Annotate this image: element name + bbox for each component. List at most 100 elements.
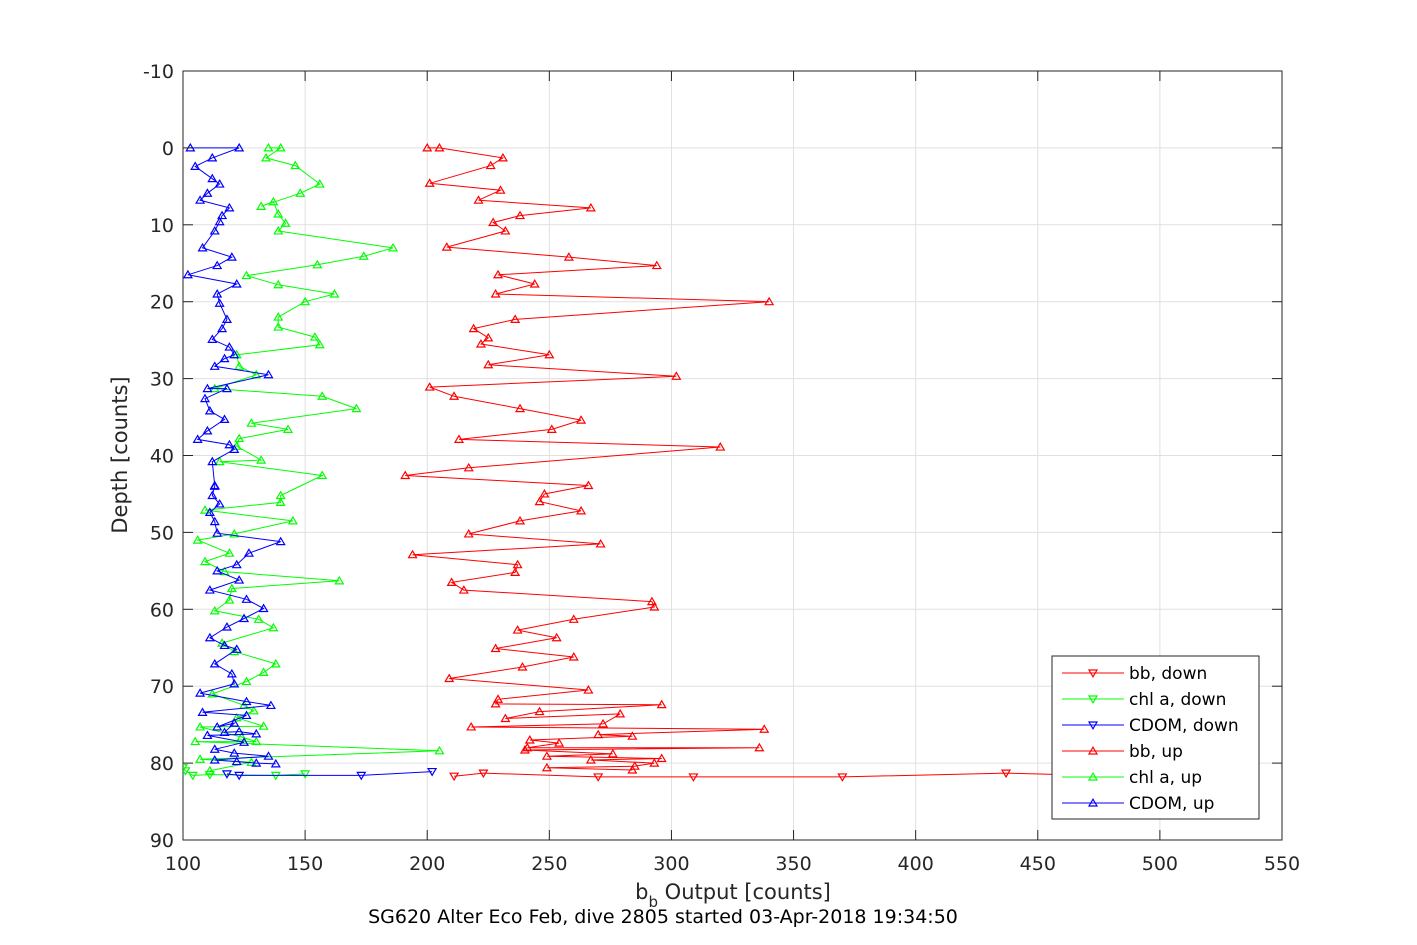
data-point [229,444,240,453]
data-point [209,361,220,370]
data-point [212,289,223,298]
series-layer [183,142,1097,782]
data-point [312,259,323,269]
y-tick-label: -10 [143,61,174,83]
data-point [212,528,223,537]
data-point [488,217,499,227]
legend-entry: chl a, up [1062,768,1202,788]
data-point [183,269,193,279]
x-tick-label: 400 [898,853,934,875]
data-point [478,769,489,779]
data-point [275,536,286,546]
data-point [207,490,218,500]
data-point [593,773,604,782]
data-point [754,742,765,752]
series-line [454,772,1092,778]
data-point [583,480,594,490]
series-line [187,147,281,765]
data-point [270,758,281,768]
data-point [514,210,526,220]
x-tick-label: 350 [775,853,811,875]
data-point [195,721,206,731]
data-point [258,603,269,613]
data-point [514,403,526,413]
data-point [764,296,775,306]
x-tick-label: 300 [653,853,689,875]
legend-entry: chl a, down [1062,690,1226,710]
data-point [837,773,848,782]
data-point [243,548,254,557]
data-point [593,729,604,739]
data-point [463,462,474,472]
data-point [273,312,284,321]
data-point [490,698,501,708]
data-point [524,735,535,744]
data-point [219,640,230,650]
data-point [287,515,298,525]
data-point [239,613,250,623]
x-tick-label: 150 [287,853,323,875]
data-point [202,383,213,393]
series-line [183,767,306,776]
data-point [280,218,291,227]
x-tick-label: 500 [1142,853,1178,875]
data-point [209,744,220,753]
data-point [598,718,609,728]
data-point [273,225,284,235]
data-point [231,712,242,722]
data-point [273,279,284,289]
legend-label: chl a, down [1129,690,1226,710]
data-point [270,658,281,668]
y-tick-label: 80 [150,753,174,775]
data-point [214,216,225,226]
data-point [427,767,438,777]
data-point [248,705,259,715]
data-point [195,195,206,204]
data-point [519,745,530,754]
data-point [444,673,455,683]
x-tick-label: 200 [409,853,445,875]
data-point [568,651,579,661]
data-point [207,152,218,162]
data-point [231,644,242,653]
data-point [234,771,245,781]
data-point [627,765,638,774]
data-point [224,439,235,449]
data-point [258,667,269,676]
data-point [295,188,306,197]
data-point [607,748,618,758]
data-point [546,424,557,433]
data-point [715,442,726,451]
data-point [229,646,240,656]
data-point [212,565,223,575]
legend-entry: CDOM, down [1062,716,1239,736]
data-point [226,583,237,593]
data-point [202,425,213,435]
data-point [229,718,240,727]
data-point [485,160,496,170]
data-point [209,658,220,668]
data-point [595,538,606,548]
data-point [256,201,267,210]
data-point [314,339,325,349]
data-point [268,622,279,632]
data-point [236,731,247,741]
data-point [551,632,562,642]
data-point [497,152,508,162]
data-point [500,225,511,235]
chart-title: SG620 Alter Eco Feb, dive 2805 started 0… [368,906,958,928]
data-point [273,322,284,331]
data-point [229,528,240,538]
data-point [221,622,233,631]
data-point [207,688,218,698]
legend-marker [1087,695,1099,704]
series-line [405,147,770,771]
data-point [204,765,215,775]
data-point [212,721,223,731]
data-point [207,456,218,466]
y-tick-label: 30 [150,369,174,391]
data-point [492,694,504,703]
data-point [202,188,213,197]
data-point [510,567,521,576]
data-point [329,289,340,298]
